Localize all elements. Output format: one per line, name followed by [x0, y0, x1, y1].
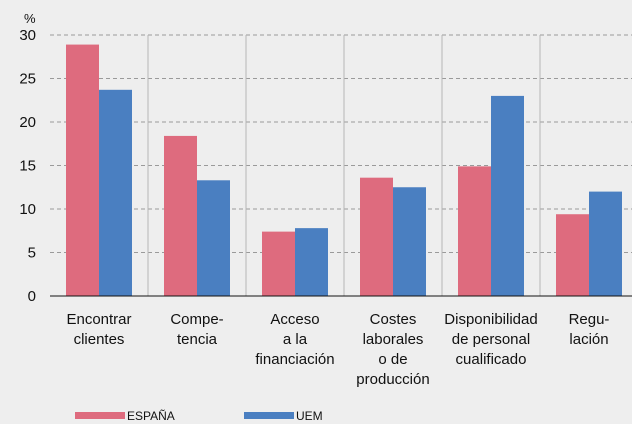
x-category-label: Disponibilidad	[444, 311, 537, 328]
x-category-label: Compe-	[170, 311, 223, 328]
x-category-labels: Encontrar clientes Compe-tencia Acceso a la f…	[66, 311, 609, 388]
bar-españa-0	[66, 44, 99, 296]
bar-uem-0	[99, 89, 132, 296]
bar-españa-3	[360, 177, 393, 296]
bar-españa-4	[458, 166, 491, 296]
x-category-label: cualificado	[456, 351, 527, 368]
bar-uem-2	[295, 228, 328, 296]
legend: ESPAÑA UEM	[75, 409, 323, 423]
legend-swatch-uem	[244, 412, 294, 419]
gridlines	[50, 34, 632, 296]
y-tick-label: 0	[28, 288, 36, 305]
x-category-label: de personal	[452, 331, 530, 348]
x-category-label: financiación	[255, 351, 334, 368]
x-category-label: Regu-	[569, 311, 610, 328]
legend-label-uem: UEM	[296, 409, 323, 423]
x-category-label: a la	[283, 331, 308, 348]
bar-uem-3	[393, 187, 426, 296]
bar-uem-1	[197, 180, 230, 296]
x-category-label: lación	[569, 331, 608, 348]
y-tick-label: 25	[19, 71, 36, 88]
legend-swatch-españa	[75, 412, 125, 419]
x-category-label: tencia	[177, 331, 218, 348]
bars	[66, 44, 622, 297]
bar-españa-2	[262, 231, 295, 296]
bar-uem-4	[491, 95, 524, 297]
x-category-label: Encontrar	[66, 311, 131, 328]
bar-españa-1	[164, 135, 197, 296]
y-tick-label: 15	[19, 158, 36, 175]
x-category-label: o de	[378, 351, 407, 368]
y-tick-label: 10	[19, 201, 36, 218]
x-category-label: laborales	[363, 331, 424, 348]
x-category-label: Acceso	[270, 311, 319, 328]
legend-label-españa: ESPAÑA	[127, 409, 175, 423]
y-axis-unit-label: %	[24, 11, 36, 26]
y-tick-labels: 0 5 10 15 20 25 30	[19, 27, 36, 305]
x-category-label: clientes	[74, 331, 125, 348]
bar-uem-5	[589, 191, 622, 296]
bar-españa-5	[556, 214, 589, 296]
y-tick-label: 30	[19, 27, 36, 44]
y-tick-label: 20	[19, 114, 36, 131]
x-category-label: Costes	[370, 311, 417, 328]
x-category-label: producción	[356, 371, 429, 388]
y-tick-label: 5	[28, 245, 36, 262]
